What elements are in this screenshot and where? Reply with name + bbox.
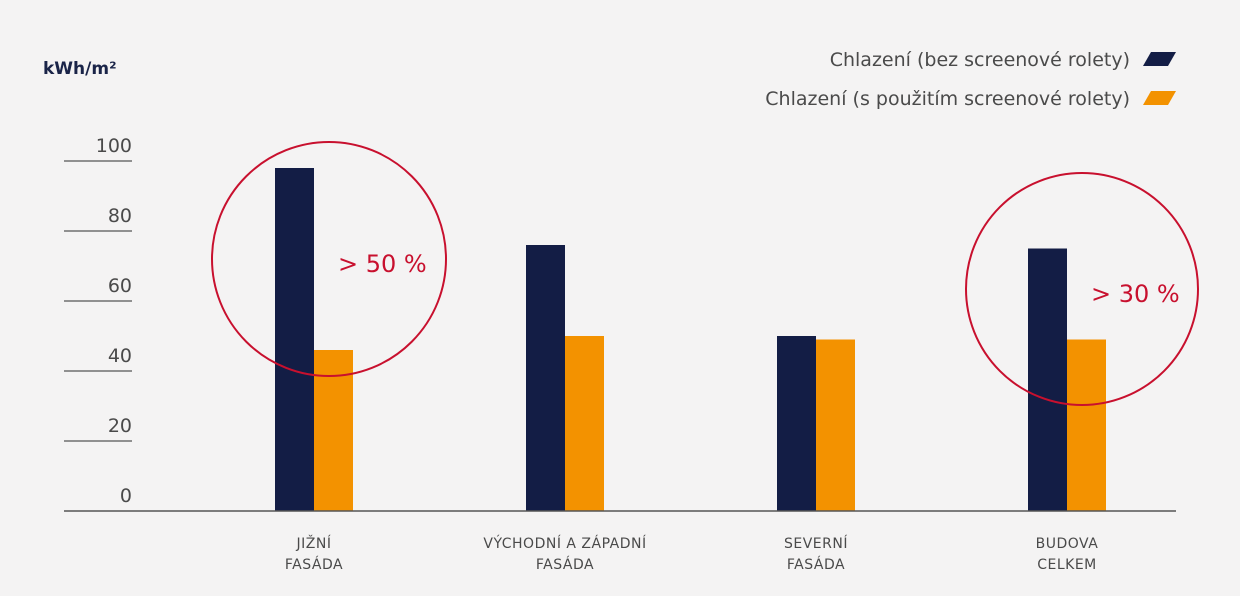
reduction-annotation: > 30 % <box>1091 280 1180 308</box>
y-tick-label: 40 <box>108 345 132 367</box>
legend-label: Chlazení (s použitím screenové rolety) <box>765 88 1130 110</box>
y-tick-label: 100 <box>96 135 132 157</box>
legend-label: Chlazení (bez screenové rolety) <box>830 49 1130 71</box>
bar-without-screen <box>526 245 565 511</box>
bar-without-screen <box>275 168 314 511</box>
category-label: CELKEM <box>1037 557 1097 573</box>
y-tick-label: 80 <box>108 205 132 227</box>
y-tick-label: 20 <box>108 415 132 437</box>
reduction-annotation: > 50 % <box>338 250 427 278</box>
category-label: FASÁDA <box>285 556 343 573</box>
bar-without-screen <box>777 336 816 511</box>
category-label: JIŽNÍ <box>296 534 332 552</box>
bar-with-screen <box>1067 339 1106 511</box>
y-axis-unit-label: kWh/m² <box>43 59 117 79</box>
bar-with-screen <box>565 336 604 511</box>
category-label: SEVERNÍ <box>784 535 848 552</box>
category-label: BUDOVA <box>1036 536 1099 552</box>
legend-swatch <box>1143 91 1176 105</box>
category-label: FASÁDA <box>536 556 594 573</box>
legend: Chlazení (bez screenové rolety) Chlazení … <box>765 49 1176 110</box>
y-axis-ticks: 0 20 40 60 80 100 <box>64 135 132 507</box>
legend-swatch <box>1143 52 1176 66</box>
y-tick-label: 60 <box>108 275 132 297</box>
category-label: VÝCHODNÍ A ZÁPADNÍ <box>483 535 646 552</box>
bar-with-screen <box>816 339 855 511</box>
highlight-circle <box>211 141 447 377</box>
category-labels: JIŽNÍ FASÁDA VÝCHODNÍ A ZÁPADNÍ FASÁDA SEVER… <box>285 534 1098 573</box>
y-tick-label: 0 <box>120 485 132 507</box>
bar-without-screen <box>1028 248 1067 511</box>
category-label: FASÁDA <box>787 556 845 573</box>
bars <box>275 168 1106 511</box>
annotations: > 50 % > 30 % <box>211 141 1199 406</box>
highlight-circle <box>965 172 1199 406</box>
